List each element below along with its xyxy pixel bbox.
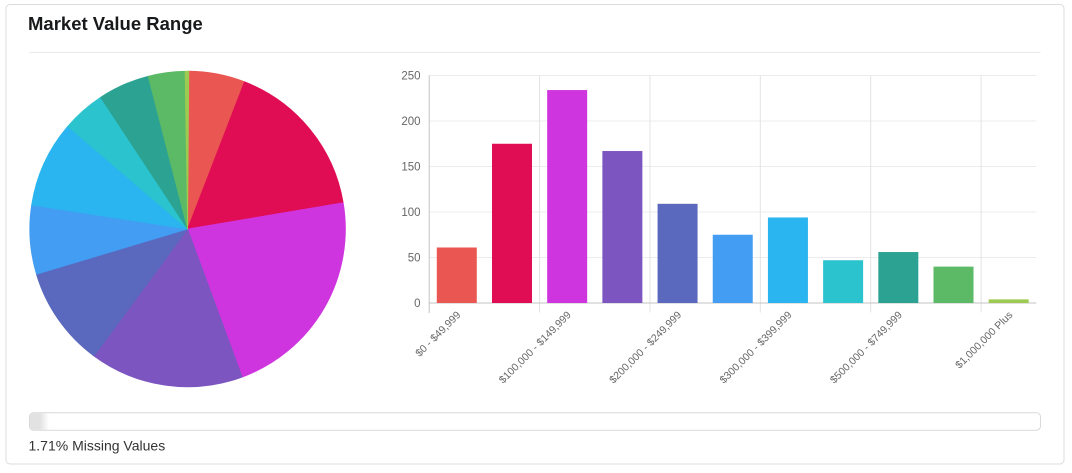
svg-text:100: 100 <box>401 207 420 219</box>
svg-text:150: 150 <box>401 162 420 174</box>
svg-text:50: 50 <box>408 253 421 265</box>
svg-text:Market Value Range: Market Value Range <box>28 13 203 34</box>
svg-text:200: 200 <box>401 116 420 128</box>
svg-text:0: 0 <box>414 298 420 310</box>
svg-text:250: 250 <box>401 71 420 83</box>
svg-text:1.71% Missing Values: 1.71% Missing Values <box>29 438 166 454</box>
